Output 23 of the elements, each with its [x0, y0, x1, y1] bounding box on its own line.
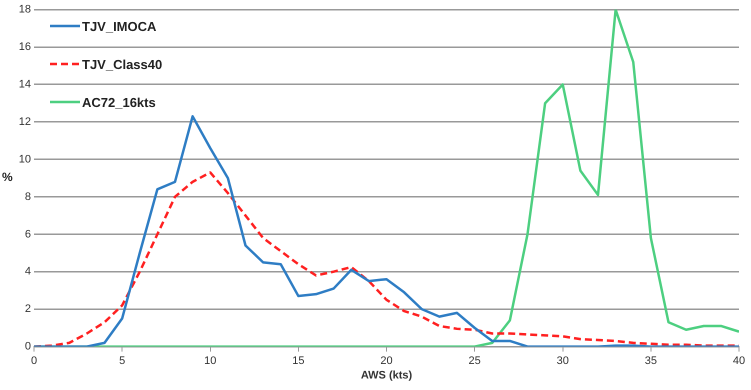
x-tick-label: 25 — [468, 355, 481, 368]
legend-label: AC72_16kts — [82, 94, 156, 110]
y-tick-label: 8 — [24, 190, 31, 203]
x-axis-title: AWS (kts) — [360, 369, 412, 382]
x-tick-label: 10 — [204, 355, 216, 368]
y-tick-label: 4 — [24, 266, 31, 278]
y-tick-label: 18 — [18, 4, 31, 16]
x-tick-label: 30 — [556, 355, 569, 368]
x-tick-label: 35 — [644, 355, 657, 368]
y-tick-label: 10 — [18, 153, 31, 166]
y-tick-label: 16 — [18, 41, 31, 54]
y-axis-title: % — [2, 170, 13, 184]
y-tick-label: 6 — [24, 228, 31, 240]
x-tick-label: 20 — [380, 355, 393, 368]
y-tick-label: 0 — [24, 340, 31, 353]
legend-label: TJV_IMOCA — [82, 18, 156, 34]
x-tick-label: 15 — [292, 355, 304, 368]
x-tick-label: 40 — [732, 355, 746, 368]
y-tick-label: 14 — [18, 78, 31, 91]
y-tick-label: 2 — [24, 303, 31, 316]
legend-label: TJV_Class40 — [82, 56, 162, 72]
x-tick-label: 5 — [119, 355, 126, 368]
y-tick-label: 12 — [18, 116, 31, 128]
